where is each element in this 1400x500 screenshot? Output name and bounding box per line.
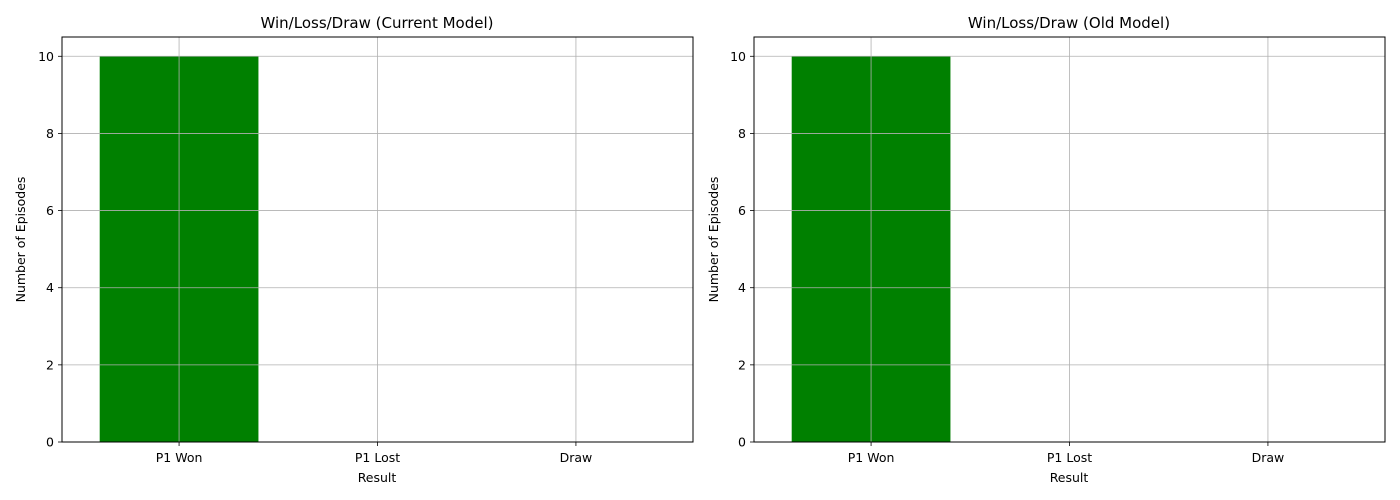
chart-current-model: Win/Loss/Draw (Current Model) P1 Won P1 L…	[13, 14, 694, 485]
x-tick-label: Draw	[560, 450, 593, 465]
y-axis-label: Number of Episodes	[706, 177, 721, 303]
x-tick-label: P1 Won	[156, 450, 203, 465]
y-tick-label: 6	[46, 203, 54, 218]
y-axis-label: Number of Episodes	[13, 177, 28, 303]
y-tick-label: 6	[738, 203, 746, 218]
x-tick-label: P1 Lost	[1047, 450, 1092, 465]
chart-title: Win/Loss/Draw (Current Model)	[261, 14, 494, 32]
x-tick-label: Draw	[1252, 450, 1285, 465]
y-tick-label: 0	[46, 435, 54, 450]
plot-frame	[61, 36, 694, 443]
x-axis-label: Result	[1050, 470, 1089, 485]
y-ticks: 0 2 4 6 8 10	[38, 49, 62, 450]
y-tick-label: 4	[46, 280, 54, 295]
y-tick-label: 8	[738, 126, 746, 141]
chart-old-model: Win/Loss/Draw (Old Model) P1 Won P1 Lost D…	[706, 14, 1386, 485]
y-tick-label: 0	[738, 435, 746, 450]
x-axis-label: Result	[358, 470, 397, 485]
y-tick-label: 10	[38, 49, 54, 64]
y-ticks: 0 2 4 6 8 10	[730, 49, 754, 450]
x-tick-label: P1 Won	[848, 450, 895, 465]
y-tick-label: 2	[738, 357, 746, 372]
x-ticks: P1 Won P1 Lost Draw	[156, 442, 593, 465]
y-tick-label: 8	[46, 126, 54, 141]
y-tick-label: 4	[738, 280, 746, 295]
x-tick-label: P1 Lost	[355, 450, 400, 465]
chart-title: Win/Loss/Draw (Old Model)	[968, 14, 1170, 32]
y-tick-label: 10	[730, 49, 746, 64]
x-ticks: P1 Won P1 Lost Draw	[848, 442, 1285, 465]
y-tick-label: 2	[46, 357, 54, 372]
plot-frame	[753, 36, 1386, 443]
